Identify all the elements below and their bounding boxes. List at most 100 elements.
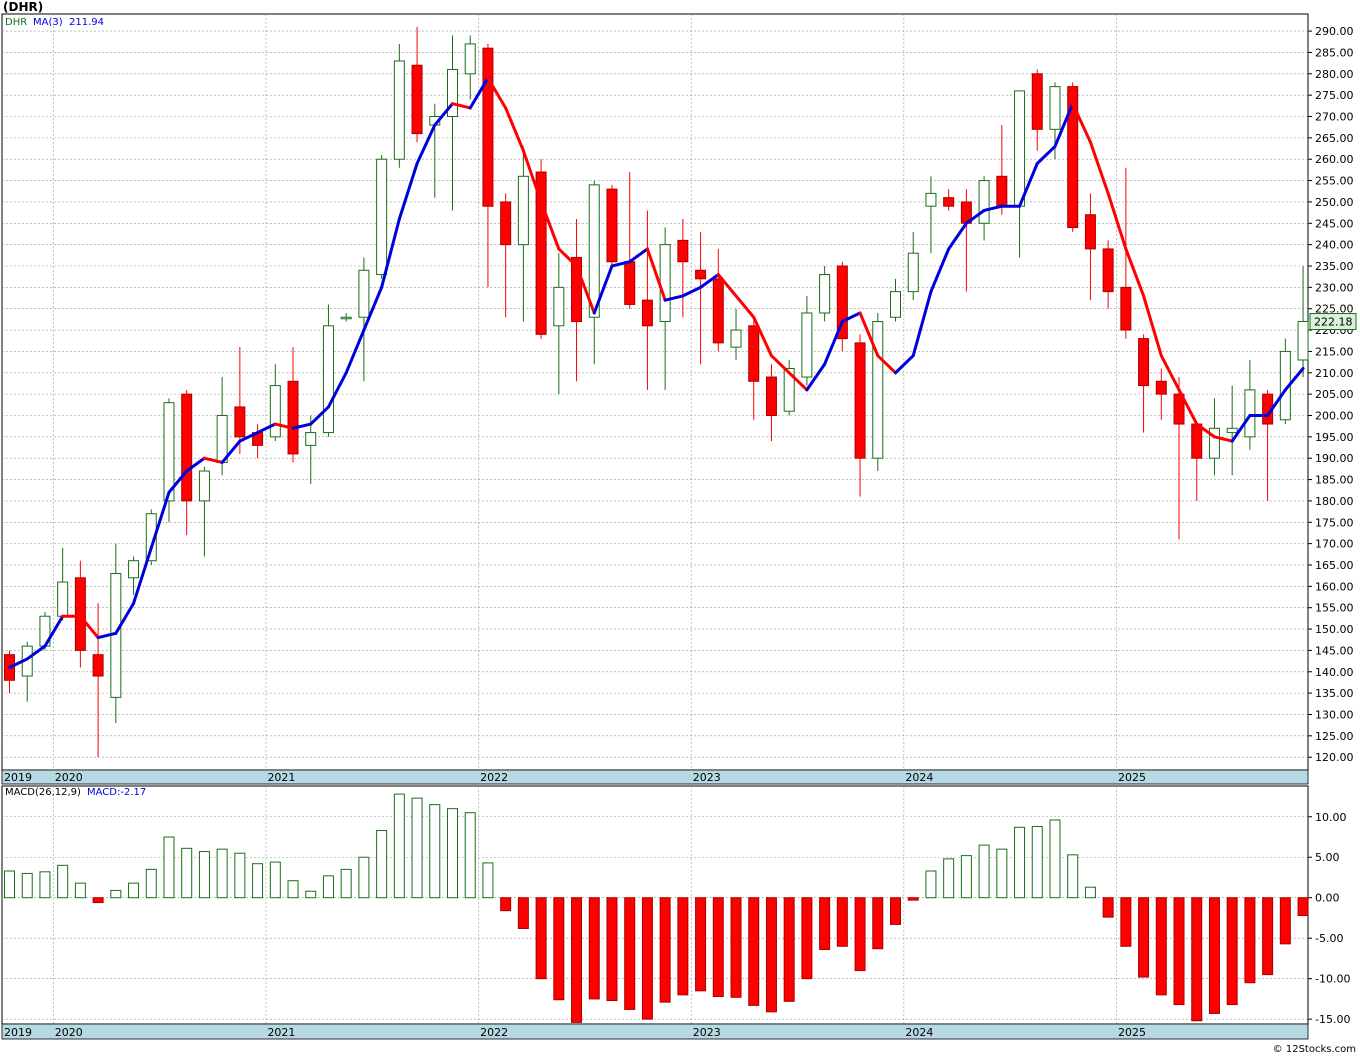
ma-line-segment [1018, 161, 1039, 208]
candle-body [74, 577, 86, 651]
candle-body [1226, 427, 1238, 434]
price-tick-label: 135.00 [1315, 687, 1354, 700]
ma-line-segment [433, 102, 454, 127]
ma-line-segment [1230, 413, 1252, 443]
ma-line-segment [1053, 102, 1075, 148]
ma-line-segment [769, 354, 791, 375]
candle-body [57, 581, 69, 617]
macd-bar [1191, 897, 1203, 1022]
candle-body [783, 368, 795, 412]
candle-body [1067, 86, 1079, 229]
macd-bar [872, 897, 884, 950]
ma-line-segment [610, 260, 632, 268]
macd-bar [890, 897, 901, 925]
price-tick-label: 195.00 [1315, 431, 1354, 444]
candle-body [535, 171, 547, 335]
macd-bar [92, 897, 104, 904]
candle-body [447, 69, 458, 118]
macd-bar [376, 830, 388, 899]
macd-bar [943, 858, 955, 899]
price-tick-label: 120.00 [1315, 751, 1354, 764]
ma-line-segment [1124, 247, 1146, 298]
macd-bar [854, 897, 866, 972]
macd-bar [1031, 825, 1043, 899]
macd-tick-label: 5.00 [1315, 851, 1340, 864]
macd-bar [730, 897, 742, 998]
macd-tick-label: 10.00 [1315, 811, 1347, 824]
macd-bar [145, 868, 157, 899]
macd-bar [269, 861, 281, 899]
candle-body [1297, 321, 1309, 361]
candle-body [624, 261, 636, 305]
macd-bar [712, 897, 724, 997]
ma-line-segment [468, 76, 490, 110]
last-price-tag [1309, 313, 1357, 331]
price-tick-label: 230.00 [1315, 281, 1354, 294]
price-year-label: 2023 [693, 771, 721, 784]
ma-line-segment [326, 371, 348, 409]
candle-body [1138, 338, 1150, 387]
macd-bar [819, 897, 831, 951]
candle-body [358, 269, 370, 318]
candle-body [1031, 73, 1043, 130]
ma-line-segment [78, 614, 100, 640]
candle-body [464, 43, 476, 75]
candle-body [695, 269, 707, 280]
price-year-label: 2021 [267, 771, 295, 784]
macd-bar [1120, 897, 1132, 947]
macd-bar [677, 897, 689, 996]
candle-body [890, 291, 901, 318]
macd-bar [57, 864, 69, 899]
candle-body [659, 244, 671, 323]
macd-bar [482, 862, 494, 899]
ma-line-segment [1177, 388, 1199, 426]
macd-bar [340, 868, 352, 899]
macd-bar [836, 897, 848, 947]
ma-line-segment [823, 320, 844, 366]
macd-year-label: 2024 [905, 1026, 933, 1039]
candle-body [978, 180, 990, 224]
macd-bar [393, 793, 405, 899]
ma-line-segment [132, 546, 153, 605]
macd-bar [429, 804, 441, 899]
macd-bar [287, 880, 299, 899]
macd-bar [907, 897, 919, 901]
macd-year-label: 2021 [267, 1026, 295, 1039]
candle-body [1120, 286, 1132, 331]
candle-body [1208, 427, 1220, 459]
price-tick-label: 275.00 [1315, 89, 1354, 102]
ma-line-segment [451, 102, 472, 110]
macd-bar [553, 897, 565, 1001]
macd-bar [358, 856, 370, 899]
macd-bar [588, 897, 600, 1000]
ma-line-segment [840, 311, 862, 324]
price-tick-label: 130.00 [1315, 708, 1354, 721]
macd-bar [163, 836, 175, 899]
macd-bar [1279, 897, 1291, 945]
ma-line-segment [964, 208, 986, 225]
ma-line-segment [645, 247, 667, 302]
ma-line-segment [202, 456, 224, 464]
ma-line-segment [592, 264, 614, 315]
candle-body [819, 274, 831, 314]
macd-bar [500, 897, 512, 912]
ma-line-segment [734, 294, 756, 319]
macd-bar [1102, 897, 1114, 918]
candle-body [588, 184, 600, 318]
candle-body [801, 312, 813, 378]
price-tick-label: 180.00 [1315, 495, 1354, 508]
candle-body [517, 175, 529, 246]
macd-bar [695, 897, 707, 992]
candle-body [943, 197, 955, 207]
candle-body [198, 470, 210, 502]
ma-line-segment [752, 315, 773, 358]
macd-tick-label: -10.00 [1315, 973, 1350, 986]
price-year-label: 2020 [55, 771, 83, 784]
ma-line-segment [238, 431, 260, 443]
ma-line-segment [894, 354, 915, 375]
price-legend-ma-value: 211.94 [69, 17, 104, 28]
price-tick-label: 280.00 [1315, 68, 1354, 81]
ma-line-segment [415, 123, 437, 165]
macd-year-label: 2020 [55, 1026, 83, 1039]
